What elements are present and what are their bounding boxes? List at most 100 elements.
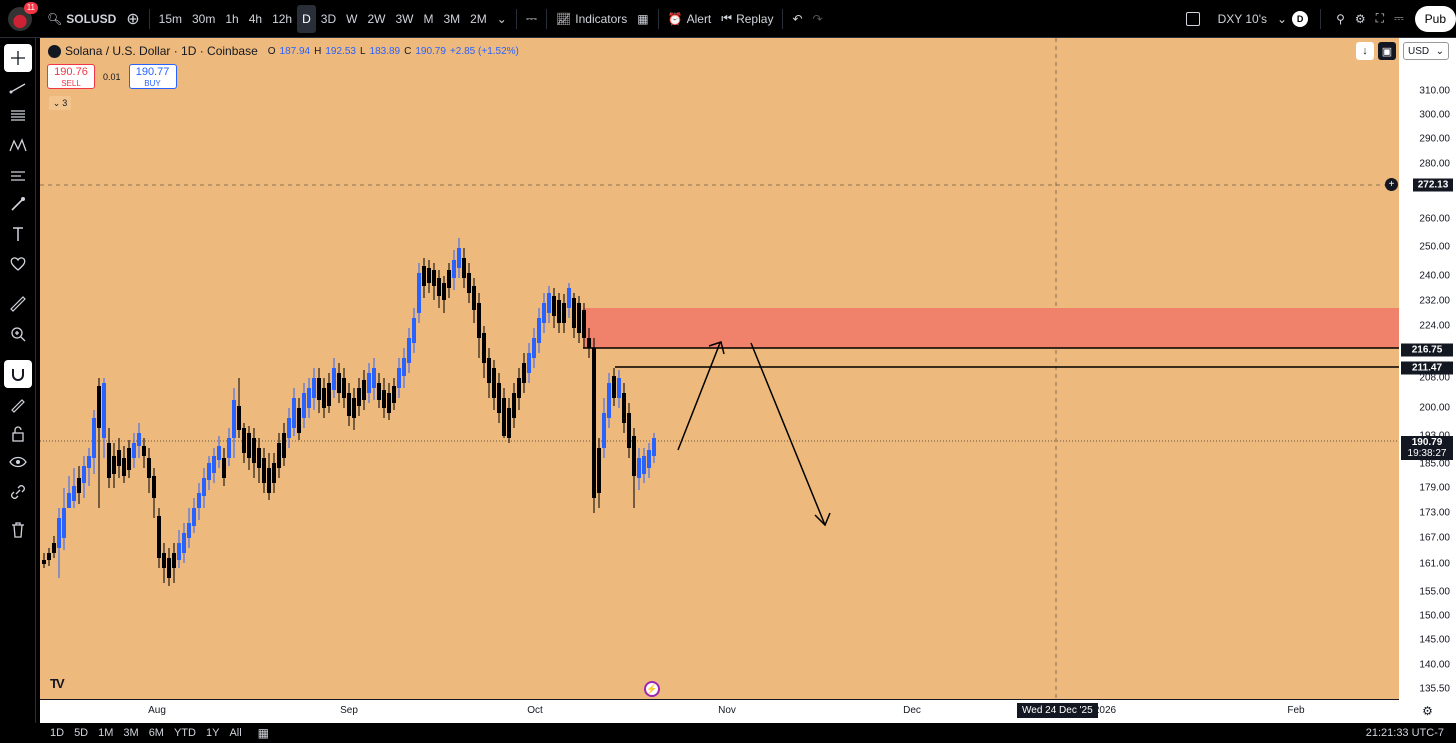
clock: 21:21:33 UTC-7 [1365,727,1444,739]
price-tick-label: 250.00 [1419,241,1450,253]
price-axis[interactable]: USD ⌄ 310.00 300.00 290.00 280.00 260.00 250.… [1385,38,1456,699]
zoom-tool[interactable] [4,320,32,348]
range-1y[interactable]: 1Y [205,727,220,739]
range-all[interactable]: All [229,727,242,739]
range-1m[interactable]: 1M [98,727,114,739]
magnet-tool[interactable] [4,360,32,388]
compare-symbol-label: DXY 10's [1217,11,1268,26]
candle-body [182,533,186,553]
divider [1320,8,1322,29]
snapshot-button[interactable]: ⎓ [1389,5,1409,33]
range-3m[interactable]: 3M [123,727,139,739]
price-tick-label: 280.00 [1419,158,1450,170]
interval-1h[interactable]: 1h [225,11,239,26]
divider [515,8,517,29]
range-bar: 1D 5D 1M 3M 6M YTD 1Y All ▦ 21:21:33 UTC-7 [0,723,1456,743]
price-chart[interactable] [40,38,1399,699]
interval-15m[interactable]: 15m [158,11,182,26]
interval-w[interactable]: W [346,11,358,26]
tradingview-logo-icon[interactable]: TV [50,676,65,691]
candle-body [267,468,271,493]
candle-body [357,388,361,406]
price-tick-label: 145.00 [1419,634,1450,646]
compare-dropdown[interactable]: ⌄ [1272,5,1292,33]
settings-button[interactable]: ⚙ [1350,5,1371,33]
chart-legend: Solana / U.S. Dollar · 1D · Coinbase O 18… [48,44,519,58]
candle-body [327,383,331,406]
level-badge-2: 211.47 [1401,361,1453,375]
candle-body [372,368,376,388]
interval-30m[interactable]: 30m [192,11,216,26]
range-6m[interactable]: 6M [148,727,164,739]
interval-3d[interactable]: 3D [320,11,337,26]
candle-body [292,398,296,428]
layout-button[interactable]: ▦ [632,5,653,33]
interval-3m[interactable]: 3M [443,11,461,26]
range-1d[interactable]: 1D [50,727,65,739]
legend-low: 183.89 [369,45,401,57]
replay-button[interactable]: ⏮ Replay [716,5,778,33]
compare-symbol[interactable]: DXY 10's [1213,5,1272,33]
interval-dropdown[interactable]: ⌄ [492,5,512,33]
flash-icon[interactable]: ⚡ [644,681,660,697]
draw-mode-tool[interactable] [4,390,32,418]
alert-button[interactable]: ⏰ Alert [663,5,717,33]
range-ytd[interactable]: YTD [173,727,196,739]
remove-tool[interactable] [4,516,32,544]
brush-tool[interactable] [4,190,32,218]
chart-type-button[interactable]: ⎓ [521,5,542,33]
indicators-button[interactable]: 📈︎ Indicators [551,5,632,33]
sell-button[interactable]: 190.76 SELL [47,64,95,89]
projection-up-line [677,342,721,451]
symbol-search[interactable]: 🔍︎ SOLUSD [42,5,121,33]
ruler-tool[interactable] [4,290,32,318]
candle-body [607,383,611,418]
scroll-to-latest-button[interactable]: ↓ [1356,42,1374,60]
interval-2m[interactable]: 2M [470,11,487,26]
chart-pane[interactable]: Solana / U.S. Dollar · 1D · Coinbase O 18… [40,38,1399,699]
icon-tool[interactable] [4,250,32,278]
calendar-icon[interactable]: ▦ [257,726,270,740]
interval-d[interactable]: D [297,4,316,33]
currency-select[interactable]: USD ⌄ [1403,42,1449,60]
trend-line-tool[interactable] [4,74,32,102]
lock-tool[interactable] [4,420,32,448]
interval-3w[interactable]: 3W [395,11,414,26]
redo-button[interactable]: ↷ [808,5,828,33]
price-tick-label: 290.00 [1419,133,1450,145]
candle-body [367,373,371,393]
interval-2w[interactable]: 2W [367,11,386,26]
buy-button[interactable]: 190.77 BUY [128,64,177,89]
quick-search-button[interactable]: ⚲ [1331,5,1350,33]
maximize-pane-button[interactable]: ▣ [1378,42,1396,60]
user-avatar[interactable]: 11 [8,1,38,31]
candle-body [472,286,476,310]
forecast-tool[interactable] [4,162,32,190]
text-tool[interactable] [4,220,32,248]
candle-body [192,508,196,526]
candle-body [142,446,146,456]
fullscreen-button[interactable]: ⛶ [1371,5,1389,33]
add-alert-icon[interactable]: + [1385,178,1398,191]
interval-m[interactable]: M [423,11,434,26]
time-tick-label: Dec [903,705,921,716]
compare-add-button[interactable]: ⊕ [121,5,144,33]
indicator-collapse-toggle[interactable]: ⌄ 3 [49,96,71,110]
cursor-date-badge: Wed 24 Dec '25 [1017,703,1098,718]
range-5d[interactable]: 5D [74,727,89,739]
ruler-icon [10,296,26,312]
pattern-tool[interactable] [4,132,32,160]
candle-body [407,338,411,363]
candle-body [587,338,591,348]
sync-tool[interactable] [4,478,32,506]
interval-4h[interactable]: 4h [248,11,263,26]
undo-button[interactable]: ↶ [787,5,807,33]
compare-toggle[interactable] [1181,5,1205,33]
interval-12h[interactable]: 12h [272,11,293,26]
axis-settings-button[interactable]: ⚙ [1399,699,1456,723]
crosshair-tool[interactable] [4,44,32,72]
publish-button[interactable]: Pub [1414,5,1456,32]
fib-tool[interactable] [4,102,32,130]
hide-tool[interactable] [4,448,32,476]
time-axis[interactable]: Aug Sep Oct Nov Dec 2026 Feb Wed 24 Dec '25 [40,699,1399,723]
